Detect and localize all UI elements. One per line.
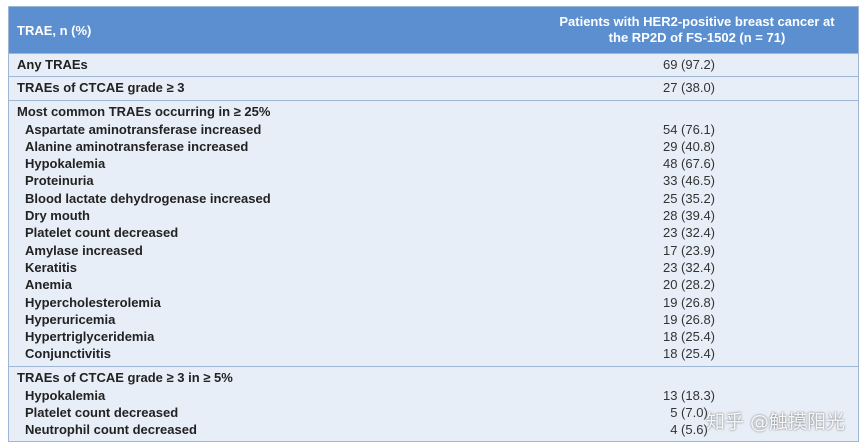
table-row: Alanine aminotransferase increased 29 (40…: [9, 138, 858, 155]
row-label: Dry mouth: [25, 208, 90, 224]
table-row: Blood lactate dehydrogenase increased 25 …: [9, 190, 858, 207]
table-row: Hyperuricemia 19 (26.8): [9, 311, 858, 328]
row-value: 33 (46.5): [662, 173, 716, 189]
watermark: 知乎 @触摸阳光: [705, 411, 845, 433]
row-label: TRAEs of CTCAE grade ≥ 3: [17, 80, 185, 96]
table-row: Platelet count decreased 23 (32.4): [9, 224, 858, 241]
row-label: Hypertriglyceridemia: [25, 329, 155, 345]
row-label: Anemia: [25, 277, 72, 293]
row-value: 19 (26.8): [662, 294, 716, 310]
table-section: Most common TRAEs occurring in ≥ 25% Aspa…: [9, 99, 858, 366]
section-title: TRAEs of CTCAE grade ≥ 3 in ≥ 5%: [17, 369, 233, 385]
row-value: 25 (35.2): [662, 190, 716, 206]
row-value: 5 (7.0): [670, 405, 708, 421]
row-value: 54 (76.1): [662, 121, 716, 137]
row-value: 18 (25.4): [662, 329, 716, 345]
table-row: Conjunctivitis 18 (25.4): [9, 345, 858, 362]
table-row: Anemia 20 (28.2): [9, 276, 858, 293]
table-row: Proteinuria 33 (46.5): [9, 172, 858, 189]
row-label: Conjunctivitis: [25, 346, 111, 362]
table: TRAE, n (%) Patients with HER2-positive …: [8, 6, 859, 442]
row-value: 4 (5.6): [670, 422, 708, 438]
row-label: Blood lactate dehydrogenase increased: [25, 190, 271, 206]
row-value: 19 (26.8): [662, 311, 716, 327]
row-value: 23 (32.4): [662, 225, 716, 241]
table-row: Dry mouth 28 (39.4): [9, 207, 858, 224]
row-value: 13 (18.3): [662, 387, 716, 403]
row-value: 48 (67.6): [662, 156, 716, 172]
row-value: 28 (39.4): [662, 208, 716, 224]
table-row: Platelet count decreased 5 (7.0): [9, 404, 858, 421]
row-label: Alanine aminotransferase increased: [25, 138, 249, 154]
row-value: 27 (38.0): [662, 80, 716, 96]
table-row: Neutrophil count decreased 4 (5.6): [9, 421, 858, 438]
row-label: Hypokalemia: [25, 156, 106, 172]
header-cell: TRAE, n (%): [17, 22, 92, 38]
table-row: Hypercholesterolemia 19 (26.8): [9, 294, 858, 311]
row-value: 18 (25.4): [662, 346, 716, 362]
row-label: Any TRAEs: [17, 57, 88, 72]
table-section: TRAEs of CTCAE grade ≥ 3 in ≥ 5% Hypokale…: [9, 365, 858, 442]
row-value: 20 (28.2): [662, 277, 716, 293]
row-label: Neutrophil count decreased: [25, 422, 197, 438]
row-label: Platelet count decreased: [25, 405, 179, 421]
table-row: Aspartate aminotransferase increased 54 (…: [9, 121, 858, 138]
table-row: Keratitis 23 (32.4): [9, 259, 858, 276]
table-row: Amylase increased 17 (23.9): [9, 242, 858, 259]
table-body: Any TRAEs 69 (97.2) TRAEs of CTCAE grade ≥…: [9, 53, 858, 442]
row-value: 17 (23.9): [662, 242, 716, 258]
row-label: Proteinuria: [25, 173, 94, 189]
table-row: Hypokalemia 48 (67.6): [9, 155, 858, 172]
row-label: Hypercholesterolemia: [25, 294, 161, 310]
table-row: Hypokalemia 13 (18.3): [9, 387, 858, 404]
row-value: 29 (40.8): [662, 138, 716, 154]
table-section: TRAEs of CTCAE grade ≥ 3 27 (38.0): [9, 76, 858, 99]
header-cell: Patients with HER2-positive breast cance…: [559, 14, 835, 45]
table-header: TRAE, n (%) Patients with HER2-positive …: [9, 7, 858, 53]
row-value: 23 (32.4): [662, 259, 716, 275]
section-title: Most common TRAEs occurring in ≥ 25%: [17, 103, 271, 119]
row-label: Hypokalemia: [25, 387, 106, 403]
row-label: Hyperuricemia: [25, 311, 116, 327]
row-label: Keratitis: [25, 259, 78, 275]
row-label: Platelet count decreased: [25, 225, 179, 241]
row-value: 69 (97.2): [662, 57, 716, 72]
row-label: Amylase increased: [25, 242, 143, 258]
table-row: TRAEs of CTCAE grade ≥ 3 27 (38.0): [9, 79, 858, 96]
table-row: Any TRAEs 69 (97.2): [9, 56, 858, 73]
table-section: Any TRAEs 69 (97.2): [9, 53, 858, 76]
row-label: Aspartate aminotransferase increased: [25, 121, 262, 137]
table-row: Hypertriglyceridemia 18 (25.4): [9, 328, 858, 345]
